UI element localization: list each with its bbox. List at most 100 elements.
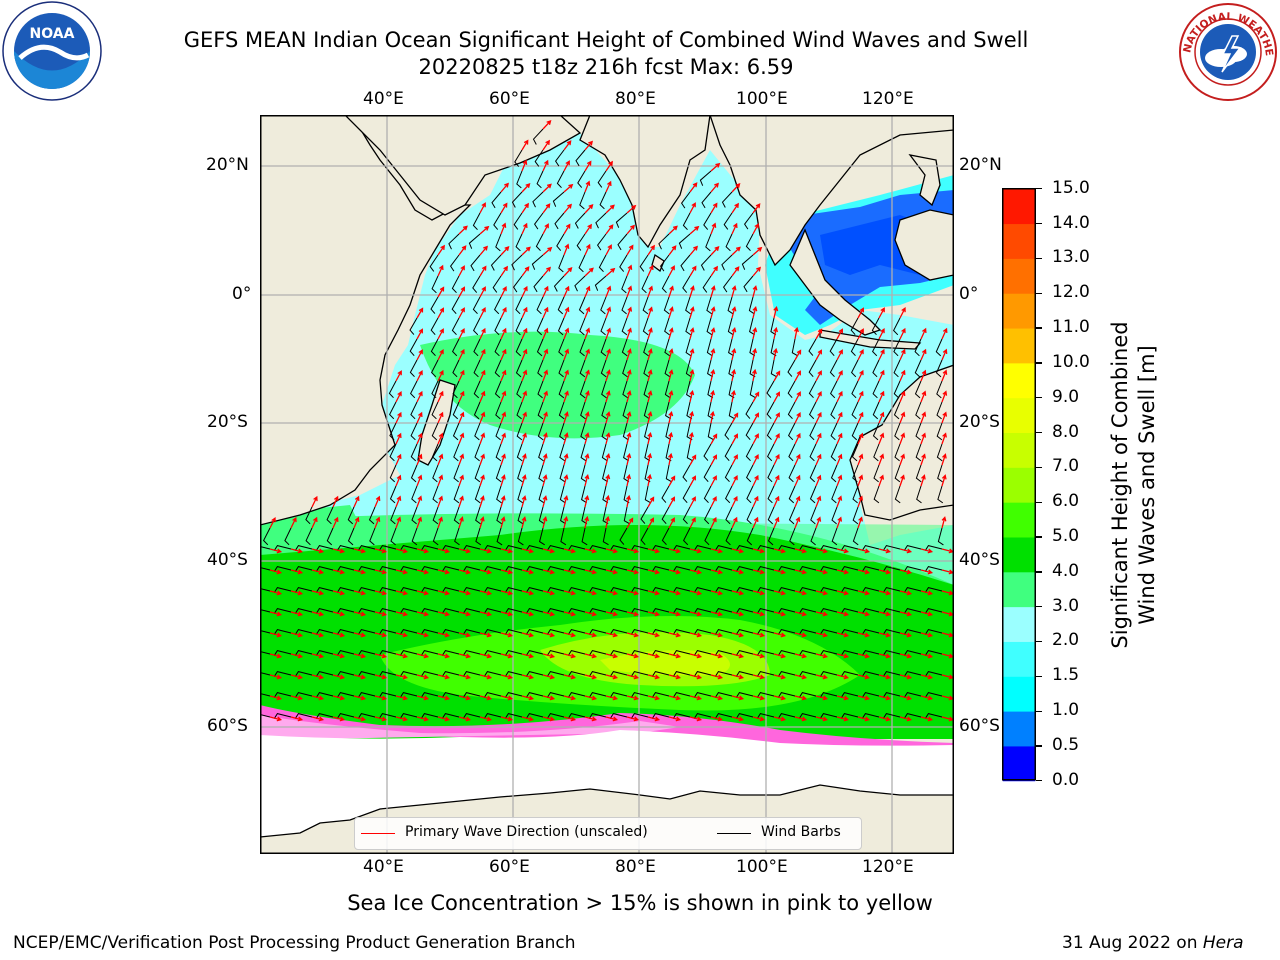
- wind-barb: [651, 566, 670, 572]
- wind-barb: [609, 629, 628, 635]
- wave-direction-arrow: [500, 611, 514, 617]
- wave-direction-arrow: [500, 632, 514, 638]
- wave-direction-arrow: [794, 632, 808, 638]
- wind-barb: [767, 464, 775, 483]
- wind-barb: [432, 527, 439, 546]
- wave-direction-arrow: [542, 285, 549, 298]
- wind-barb: [851, 380, 859, 399]
- wind-barb: [525, 587, 544, 593]
- wind-barb: [672, 650, 691, 656]
- wind-barb: [557, 317, 565, 336]
- wind-barb: [378, 566, 397, 572]
- colorbar-segment: [1002, 711, 1036, 747]
- wave-direction-arrow: [878, 369, 885, 382]
- wave-direction-arrow: [458, 390, 465, 403]
- wave-direction-arrow: [668, 452, 673, 466]
- wave-direction-arrow: [689, 454, 697, 466]
- wind-barb: [546, 566, 565, 572]
- wave-direction-arrow: [479, 369, 486, 382]
- wind-barb: [516, 401, 523, 420]
- wave-direction-arrow: [857, 632, 871, 638]
- wind-barb: [504, 608, 523, 614]
- wind-barb: [483, 650, 502, 656]
- wave-direction-arrow: [542, 590, 556, 596]
- wind-barb: [831, 506, 838, 525]
- lat-label-left-20n: 20°N: [206, 155, 249, 175]
- wind-barb: [578, 296, 586, 315]
- colorbar-tick-label: 7.0: [1052, 456, 1080, 477]
- wind-barb: [588, 587, 607, 593]
- wind-barb: [924, 671, 943, 677]
- wave-direction-arrow: [647, 695, 661, 701]
- wind-barb: [840, 587, 859, 593]
- wave-direction-arrow: [710, 368, 716, 382]
- wind-barb: [336, 671, 355, 677]
- wave-direction-arrow: [437, 516, 443, 529]
- wave-direction-arrow: [773, 495, 780, 508]
- wave-direction-arrow: [416, 590, 430, 596]
- wind-barb: [558, 338, 565, 357]
- wind-barb: [882, 629, 901, 635]
- wind-barb: [449, 254, 460, 272]
- wave-direction-arrow: [626, 244, 634, 256]
- wind-barb: [294, 713, 313, 719]
- wave-direction-arrow: [500, 653, 514, 659]
- wind-barb: [559, 485, 566, 504]
- wave-direction-arrow: [752, 368, 757, 382]
- wind-barb: [882, 566, 901, 572]
- wave-direction-arrow: [437, 307, 444, 319]
- wave-direction-arrow: [332, 548, 346, 554]
- wind-barb: [714, 650, 733, 656]
- wind-barb: [756, 608, 775, 614]
- wave-direction-arrow: [899, 474, 905, 487]
- wind-barb: [294, 587, 313, 593]
- wind-barb: [861, 713, 880, 719]
- wind-barb: [727, 296, 734, 315]
- wave-direction-arrow: [689, 265, 697, 277]
- wind-barb: [493, 296, 502, 315]
- wind-barb: [389, 422, 397, 441]
- wind-barb: [872, 380, 880, 399]
- wind-barb: [735, 629, 754, 635]
- wind-barb: [893, 380, 901, 399]
- wind-barb: [546, 692, 565, 698]
- colorbar-tick-label: 8.0: [1052, 421, 1080, 442]
- wave-direction-arrow: [878, 474, 885, 487]
- wind-barb: [914, 359, 922, 378]
- colorbar-tick-label: 13.0: [1052, 247, 1090, 268]
- wind-barb: [533, 212, 544, 230]
- wind-barb: [462, 608, 481, 614]
- wind-barb: [852, 506, 859, 525]
- wind-barb: [559, 464, 566, 483]
- wind-barb: [756, 545, 775, 551]
- wave-direction-arrow: [920, 632, 934, 638]
- wave-direction-arrow: [584, 223, 592, 235]
- wave-direction-arrow: [584, 632, 598, 638]
- wind-barb: [777, 566, 796, 572]
- wind-barb: [409, 359, 418, 378]
- wind-barb: [511, 191, 523, 208]
- wind-barb: [693, 566, 712, 572]
- wave-direction-arrow: [395, 432, 402, 445]
- wind-barb: [937, 527, 944, 546]
- wave-direction-arrow: [584, 306, 591, 319]
- wind-barb: [840, 566, 859, 572]
- wind-barb: [651, 713, 670, 719]
- wave-direction-arrow: [752, 695, 766, 701]
- wind-barb: [420, 629, 439, 635]
- colorbar-label-line2: Wind Waves and Swell [m]: [1135, 345, 1159, 625]
- colorbar-tick-mark: [1036, 292, 1042, 294]
- wave-direction-arrow: [668, 327, 674, 340]
- wave-direction-arrow: [920, 716, 934, 722]
- colorbar-segment: [1002, 467, 1036, 503]
- wind-barb: [702, 275, 712, 293]
- wind-barb: [756, 692, 775, 698]
- wind-barb: [580, 422, 587, 441]
- wave-direction-arrow: [605, 285, 612, 298]
- wind-barb: [621, 338, 628, 357]
- wave-direction-arrow: [311, 495, 318, 508]
- wind-barb: [748, 296, 755, 315]
- wind-barb: [770, 359, 777, 378]
- wave-direction-arrow: [437, 653, 451, 659]
- wind-barb: [536, 170, 544, 189]
